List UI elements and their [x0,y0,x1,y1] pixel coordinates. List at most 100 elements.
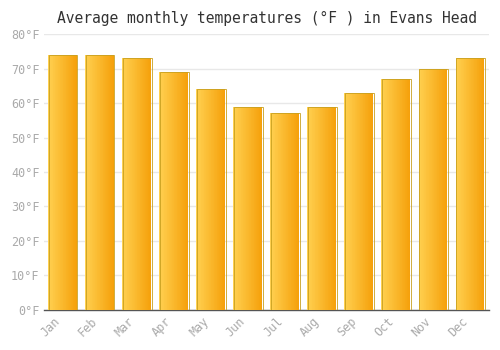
Bar [278,113,279,310]
Bar [238,106,239,310]
Bar [48,55,49,310]
Bar [404,79,406,310]
Bar [68,55,69,310]
Bar [249,106,250,310]
Bar [143,58,144,310]
Bar [74,55,75,310]
Bar [435,69,436,310]
Bar [426,69,427,310]
Bar [261,106,262,310]
Bar [160,72,188,310]
Bar [173,72,174,310]
Bar [392,79,393,310]
Bar [61,55,62,310]
Bar [419,69,448,310]
Bar [462,58,463,310]
Bar [351,93,352,310]
Bar [170,72,171,310]
Bar [292,113,293,310]
Bar [199,89,200,310]
Bar [483,58,484,310]
Bar [181,72,182,310]
Bar [386,79,388,310]
Bar [289,113,290,310]
Bar [295,113,296,310]
Bar [162,72,163,310]
Bar [97,55,98,310]
Bar [134,58,136,310]
Bar [352,93,353,310]
Bar [124,58,125,310]
Bar [235,106,236,310]
Bar [318,106,319,310]
Bar [141,58,142,310]
Bar [258,106,260,310]
Bar [250,106,252,310]
Bar [257,106,258,310]
Bar [168,72,170,310]
Bar [332,106,334,310]
Bar [224,89,225,310]
Bar [458,58,459,310]
Bar [325,106,326,310]
Bar [287,113,288,310]
Bar [425,69,426,310]
Bar [472,58,473,310]
Bar [319,106,320,310]
Bar [390,79,391,310]
Bar [363,93,364,310]
Bar [49,55,50,310]
Bar [131,58,132,310]
Bar [274,113,276,310]
Bar [350,93,351,310]
Bar [130,58,131,310]
Bar [473,58,474,310]
Bar [400,79,401,310]
Bar [148,58,149,310]
Bar [293,113,294,310]
Bar [175,72,176,310]
Bar [349,93,350,310]
Bar [197,89,198,310]
Bar [362,93,363,310]
Bar [53,55,54,310]
Bar [457,58,458,310]
Bar [438,69,439,310]
Bar [184,72,186,310]
Bar [382,79,383,310]
Bar [142,58,143,310]
Bar [402,79,403,310]
Bar [204,89,205,310]
Bar [107,55,108,310]
Bar [128,58,129,310]
Bar [254,106,255,310]
Bar [384,79,385,310]
Bar [367,93,368,310]
Bar [403,79,404,310]
Bar [294,113,295,310]
Bar [297,113,298,310]
Bar [277,113,278,310]
Bar [406,79,407,310]
Bar [222,89,223,310]
Bar [290,113,292,310]
Bar [482,58,483,310]
Bar [382,79,410,310]
Bar [208,89,210,310]
Bar [439,69,440,310]
Bar [66,55,67,310]
Bar [57,55,58,310]
Bar [85,55,86,310]
Title: Average monthly temperatures (°F ) in Evans Head: Average monthly temperatures (°F ) in Ev… [56,11,476,26]
Bar [444,69,446,310]
Bar [364,93,366,310]
Bar [147,58,148,310]
Bar [234,106,262,310]
Bar [140,58,141,310]
Bar [401,79,402,310]
Bar [108,55,109,310]
Bar [163,72,164,310]
Bar [234,106,235,310]
Bar [329,106,330,310]
Bar [171,72,172,310]
